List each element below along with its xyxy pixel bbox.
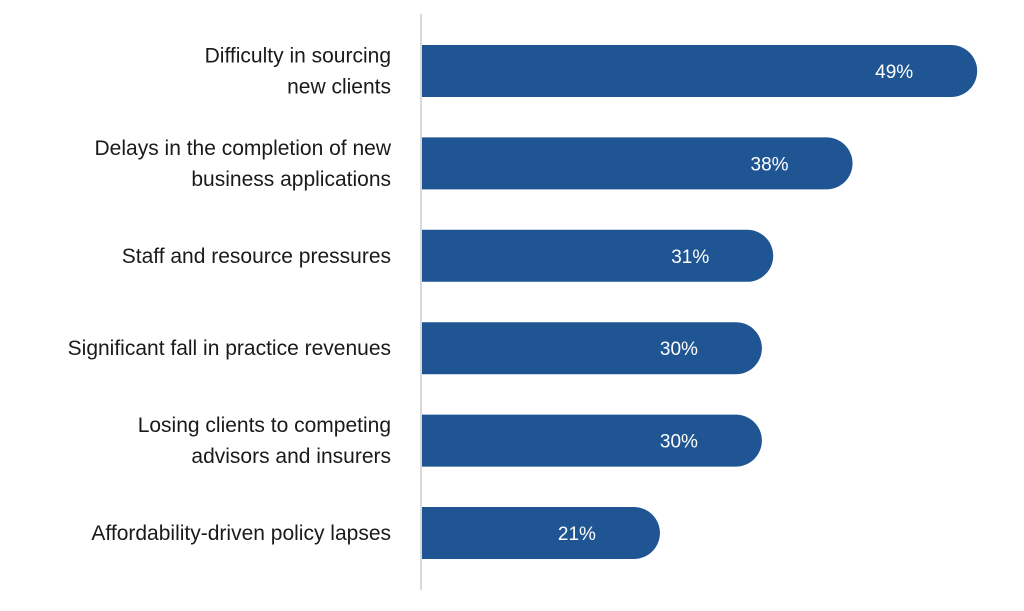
value-label-5: 21% (558, 524, 596, 545)
bar-1 (422, 137, 853, 190)
category-label-1-line-1: business applications (191, 168, 391, 191)
category-label-5: Affordability-driven policy lapses (91, 522, 391, 545)
value-label-3: 30% (660, 339, 698, 360)
value-label-2: 31% (671, 247, 709, 268)
category-label-0-line-1: new clients (287, 76, 391, 99)
category-label-5-line-0: Affordability-driven policy lapses (91, 522, 391, 545)
category-label-2-line-0: Staff and resource pressures (122, 245, 391, 268)
value-label-1: 38% (751, 154, 789, 175)
category-label-4: Losing clients to competing advisors and … (138, 414, 391, 468)
category-label-3: Significant fall in practice revenues (68, 337, 391, 360)
category-label-3-line-0: Significant fall in practice revenues (68, 337, 391, 360)
category-label-4-line-1: advisors and insurers (191, 445, 391, 468)
category-labels: Difficulty in sourcing new clients Delays … (68, 45, 392, 546)
bar-2 (422, 229, 774, 282)
bar-3 (422, 322, 762, 375)
value-label-0: 49% (875, 62, 913, 83)
bar-4 (422, 414, 762, 467)
category-label-1: Delays in the completion of new business … (95, 137, 392, 191)
category-label-0: Difficulty in sourcing new clients (205, 45, 391, 99)
bar-0 (422, 45, 978, 97)
category-label-4-line-0: Losing clients to competing (138, 414, 391, 437)
bar-5 (422, 507, 660, 559)
category-label-1-line-0: Delays in the completion of new (95, 137, 392, 160)
category-label-2: Staff and resource pressures (122, 245, 391, 268)
bars: 49% 38% 31% 30% 30% 21% (422, 45, 978, 559)
category-label-0-line-0: Difficulty in sourcing (205, 45, 391, 68)
value-label-4: 30% (660, 432, 698, 453)
